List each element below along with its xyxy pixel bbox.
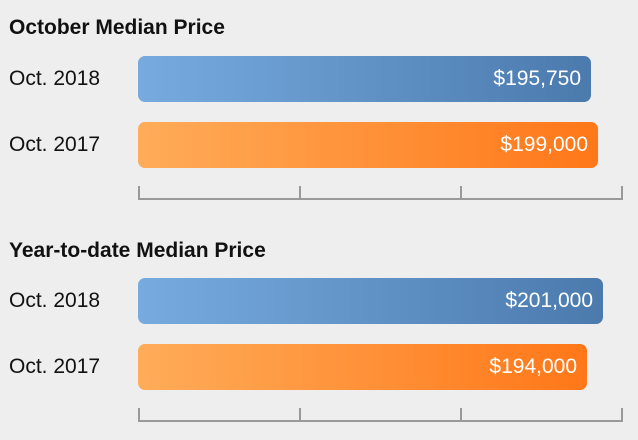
chart2-bar-oct-2017: $194,000 [138,344,587,390]
chart2-row2-label: Oct. 2017 [9,355,101,378]
chart1-axis-tick [621,186,623,200]
chart2-axis-tick [460,408,462,422]
chart2-x-axis [138,408,623,422]
chart1-bar-oct-2017-value: $199,000 [500,133,588,156]
chart2-axis-tick [299,408,301,422]
chart1-row2-label: Oct. 2017 [9,133,101,156]
chart2-bar-oct-2018: $201,000 [138,278,603,324]
chart2-axis-tick [621,408,623,422]
chart1-bar-oct-2018: $195,750 [138,56,591,102]
chart1-bar-oct-2018-value: $195,750 [493,67,581,90]
chart2-axis-line [138,420,623,422]
ytd-median-price-title: Year-to-date Median Price [9,239,266,262]
chart2-bar-oct-2017-value: $194,000 [489,355,577,378]
chart2-bar-oct-2018-value: $201,000 [505,289,593,312]
chart1-axis-tick [299,186,301,200]
chart2-axis-tick [138,408,140,422]
chart1-axis-tick [460,186,462,200]
chart1-row1-label: Oct. 2018 [9,67,101,90]
chart2-row1-label: Oct. 2018 [9,289,101,312]
chart1-axis-tick [138,186,140,200]
chart1-x-axis [138,186,623,200]
chart1-axis-line [138,198,623,200]
chart1-bar-oct-2017: $199,000 [138,122,598,168]
october-median-price-title: October Median Price [9,16,225,39]
